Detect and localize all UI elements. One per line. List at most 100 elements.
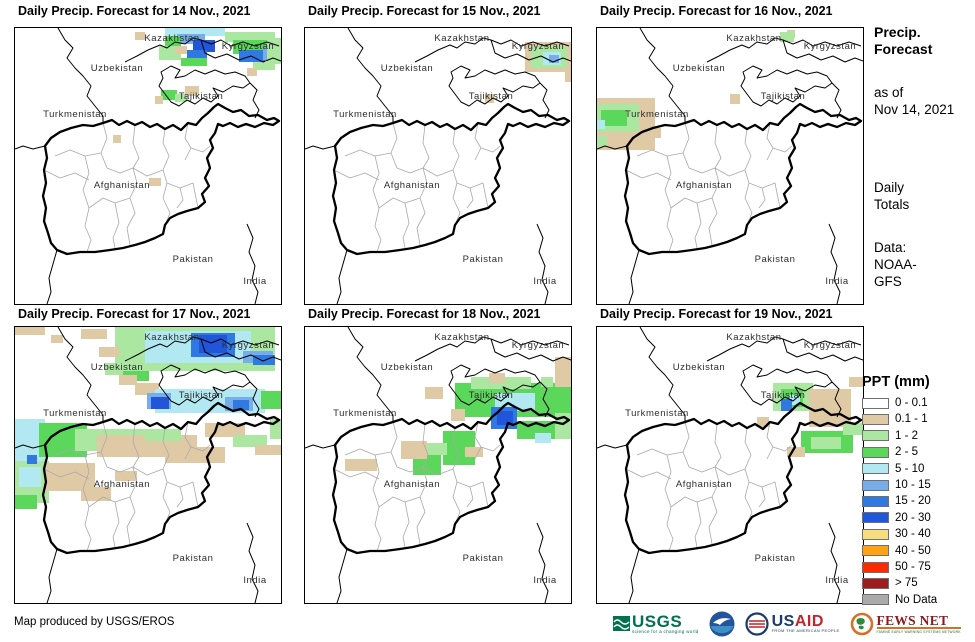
- country-label: Uzbekistan: [381, 63, 434, 74]
- map-panel-17nov: Kazakhstan Kyrgyzstan Uzbekistan Tajikistan…: [14, 326, 282, 604]
- country-label: Kazakhstan: [726, 332, 781, 343]
- legend-label: 30 - 40: [895, 528, 931, 541]
- precip-cells: [597, 30, 795, 150]
- noaa-emblem-icon: [709, 611, 735, 637]
- usgs-logo: USGS science for a changing world: [612, 611, 699, 634]
- tajikistan-border: [740, 65, 842, 119]
- country-label: India: [533, 575, 557, 586]
- usaid-tagline: FROM THE AMERICAN PEOPLE: [771, 628, 840, 633]
- panel-title-18nov: Daily Precip. Forecast for 18 Nov., 2021: [308, 307, 541, 321]
- logo-strip: USGS science for a changing world USAID …: [612, 611, 961, 637]
- legend-row: 2 - 5: [862, 444, 918, 460]
- legend-row: 10 - 15: [862, 477, 931, 493]
- panel-title-16nov: Daily Precip. Forecast for 16 Nov., 2021: [600, 4, 833, 18]
- sidebar-asof-line2: Nov 14, 2021: [874, 102, 955, 117]
- country-label: Turkmenistan: [333, 109, 397, 120]
- afghanistan-border: [41, 401, 281, 555]
- precip-cells: [757, 377, 863, 457]
- country-label: Afghanistan: [676, 180, 732, 191]
- legend-row: > 75: [862, 575, 918, 591]
- country-label: Pakistan: [755, 553, 796, 564]
- tajikistan-border: [158, 65, 260, 119]
- panel-title-19nov: Daily Precip. Forecast for 19 Nov., 2021: [600, 307, 833, 321]
- legend-label: 0.1 - 1: [895, 413, 928, 426]
- country-label: Tajikistan: [179, 390, 224, 401]
- legend-label: No Data: [895, 593, 938, 606]
- country-label: Tajikistan: [761, 390, 806, 401]
- legend-label: 1 - 2: [895, 429, 919, 442]
- country-label: Kazakhstan: [434, 332, 489, 343]
- country-labels: Kazakhstan Kyrgyzstan Uzbekistan Tajikistan…: [625, 33, 856, 287]
- tajikistan-border: [448, 364, 550, 418]
- country-label: Uzbekistan: [673, 362, 726, 373]
- country-label: Kyrgyzstan: [512, 41, 565, 52]
- legend-swatch: [862, 545, 889, 557]
- legend-swatch: [862, 446, 889, 458]
- usaid-wordmark: USAID: [771, 613, 840, 630]
- country-label: Afghanistan: [384, 180, 440, 191]
- country-label: Turkmenistan: [43, 408, 107, 419]
- country-labels: Kazakhstan Kyrgyzstan Uzbekistan Tajikistan…: [333, 33, 564, 287]
- fewsnet-globe-icon: [850, 612, 873, 636]
- province-borders: [625, 122, 793, 253]
- country-label: Afghanistan: [676, 479, 732, 490]
- afghanistan-border: [41, 102, 281, 256]
- country-label: India: [533, 276, 557, 287]
- sidebar-asof-line1: as of: [874, 85, 904, 100]
- legend-row: No Data: [862, 592, 937, 608]
- country-labels: Kazakhstan Kyrgyzstan Uzbekistan Tajikistan…: [43, 332, 274, 586]
- country-label: India: [825, 575, 849, 586]
- legend-label: 2 - 5: [895, 446, 919, 459]
- legend-label: 0 - 0.1: [895, 397, 928, 409]
- map-panel-19nov: Kazakhstan Kyrgyzstan Uzbekistan Tajikistan…: [596, 326, 864, 604]
- usaid-aid-text: AID: [794, 613, 824, 630]
- sidebar-data-line2: NOAA-: [874, 257, 917, 272]
- map-panel-14nov: Kazakhstan Kyrgyzstan Uzbekistan Tajikistan…: [14, 27, 282, 305]
- country-label: Turkmenistan: [43, 109, 107, 120]
- neighbor-borders: [597, 28, 863, 304]
- country-label: Pakistan: [463, 553, 504, 564]
- country-label: India: [243, 276, 267, 287]
- map-panel-16nov: Kazakhstan Kyrgyzstan Uzbekistan Tajikistan…: [596, 27, 864, 305]
- usgs-wave-icon: [613, 616, 630, 631]
- legend-swatch: [862, 479, 889, 491]
- country-label: Pakistan: [173, 254, 214, 265]
- fewsnet-logo: FEWS NET FAMINE EARLY WARNING SYSTEMS NE…: [850, 612, 961, 636]
- tajikistan-border: [740, 364, 842, 418]
- usaid-us-text: US: [771, 613, 795, 630]
- map-panel-15nov: Kazakhstan Kyrgyzstan Uzbekistan Tajikistan…: [304, 27, 572, 305]
- country-label: Pakistan: [755, 254, 796, 265]
- country-label: Afghanistan: [94, 479, 150, 490]
- legend-row: 0 - 0.1: [862, 395, 928, 411]
- panel-title-15nov: Daily Precip. Forecast for 15 Nov., 2021: [308, 4, 541, 18]
- country-label: Kazakhstan: [144, 332, 199, 343]
- sidebar-data-line1: Data:: [874, 240, 907, 255]
- legend-row: 1 - 2: [862, 428, 918, 444]
- country-label: Uzbekistan: [91, 362, 144, 373]
- country-label: Kazakhstan: [144, 33, 199, 44]
- usgs-wordmark: USGS: [632, 611, 683, 631]
- legend-label: 10 - 15: [895, 479, 931, 491]
- country-label: Turkmenistan: [625, 408, 689, 419]
- legend-row: 5 - 10: [862, 461, 924, 477]
- usaid-seal-icon: [745, 612, 769, 636]
- neighbor-borders: [597, 327, 863, 603]
- country-label: Kyrgyzstan: [804, 340, 857, 351]
- country-label: Turkmenistan: [333, 408, 397, 419]
- neighbor-borders: [305, 28, 571, 304]
- legend-swatch: [862, 512, 889, 524]
- country-label: Kyrgyzstan: [512, 340, 565, 351]
- afghanistan-border: [623, 401, 863, 555]
- province-borders: [43, 122, 211, 253]
- afghanistan-border: [331, 102, 571, 256]
- country-labels: Kazakhstan Kyrgyzstan Uzbekistan Tajikistan…: [43, 33, 274, 287]
- country-label: Uzbekistan: [673, 63, 726, 74]
- legend-swatch: [862, 463, 889, 475]
- province-borders: [333, 122, 501, 253]
- legend-row: 30 - 40: [862, 526, 931, 542]
- province-borders: [625, 421, 793, 552]
- legend-swatch: [862, 413, 889, 425]
- neighbor-borders: [305, 327, 571, 603]
- panel-title-14nov: Daily Precip. Forecast for 14 Nov., 2021: [18, 4, 251, 18]
- country-labels: Kazakhstan Kyrgyzstan Uzbekistan Tajikistan…: [333, 332, 564, 586]
